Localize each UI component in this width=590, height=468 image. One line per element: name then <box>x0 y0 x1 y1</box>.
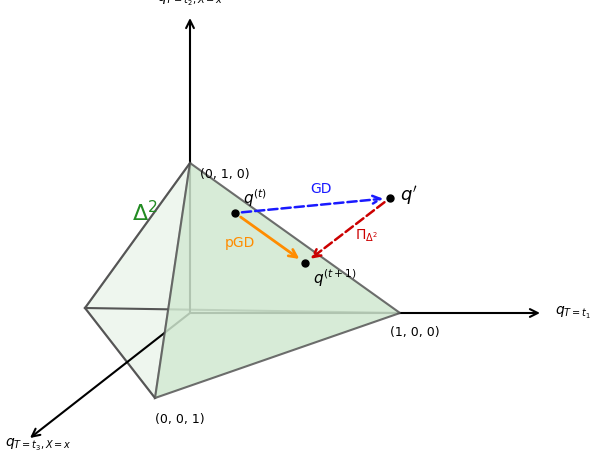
Text: (0, 1, 0): (0, 1, 0) <box>200 168 250 181</box>
Text: pGD: pGD <box>225 236 255 250</box>
Text: $q_{T=t_1,X=x}$: $q_{T=t_1,X=x}$ <box>555 305 590 321</box>
Text: $\Pi_{\Delta^2}$: $\Pi_{\Delta^2}$ <box>355 228 378 244</box>
Text: (1, 0, 0): (1, 0, 0) <box>390 326 440 339</box>
Text: $q_{T=t_3,X=x}$: $q_{T=t_3,X=x}$ <box>5 437 71 453</box>
Text: $\Delta^2$: $\Delta^2$ <box>132 200 158 226</box>
Text: GD: GD <box>310 182 332 196</box>
Text: $q_{T=t_2,X=x}$: $q_{T=t_2,X=x}$ <box>157 0 223 8</box>
Text: $q'$: $q'$ <box>400 184 418 207</box>
Polygon shape <box>85 163 190 398</box>
Text: $q^{(t+1)}$: $q^{(t+1)}$ <box>313 267 357 289</box>
Text: (0, 0, 1): (0, 0, 1) <box>155 413 205 426</box>
Text: $q^{(t)}$: $q^{(t)}$ <box>243 187 267 209</box>
Polygon shape <box>155 163 400 398</box>
